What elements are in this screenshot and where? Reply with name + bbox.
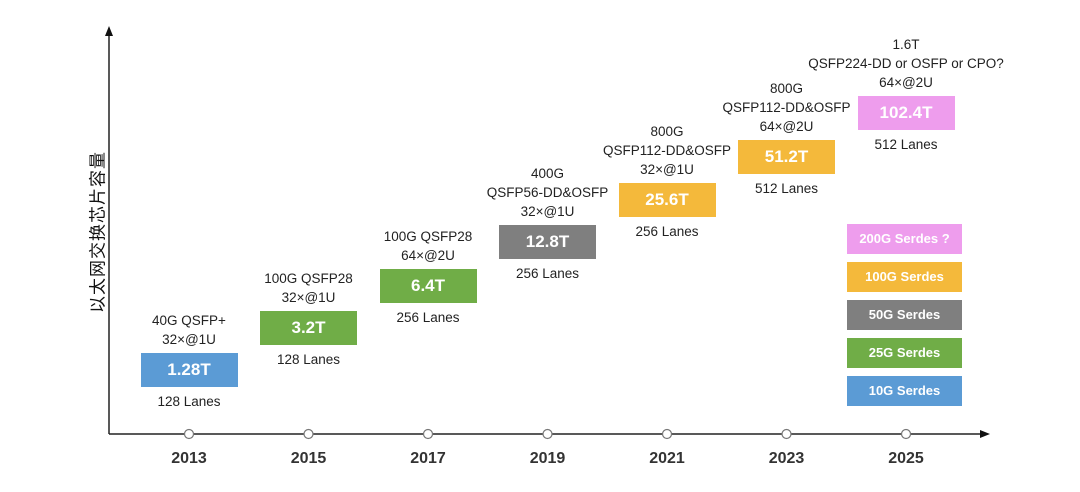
- port-spec-line: 64×@2U: [879, 75, 933, 90]
- lanes-label: 512 Lanes: [754, 181, 819, 196]
- capacity-box: 12.8T: [499, 225, 596, 259]
- x-tick-label: 2017: [410, 450, 446, 467]
- timeline-marker: [900, 428, 912, 440]
- port-spec: 800G QSFP112-DD&OSFP 32×@1U: [567, 122, 767, 179]
- legend-item: 100G Serdes: [847, 262, 962, 292]
- port-spec-line: 32×@1U: [520, 204, 575, 219]
- x-tick-label: 2015: [290, 450, 327, 467]
- timeline-marker: [781, 428, 792, 440]
- port-spec-line: 400G: [530, 166, 565, 181]
- timeline-marker: [661, 428, 673, 440]
- port-spec-line: 100G QSFP28: [264, 271, 353, 286]
- generation-2015: 100G QSFP28 32×@1U 3.2T 128 Lanes: [209, 269, 409, 367]
- port-spec-line: QSFP112-DD&OSFP: [602, 143, 732, 158]
- x-tick-label: 2023: [768, 450, 805, 467]
- port-spec: 1.6T QSFP224-DD or OSFP or CPO? 64×@2U: [806, 35, 1006, 92]
- port-spec: 400G QSFP56-DD&OSFP 32×@1U: [448, 164, 648, 221]
- port-spec-line: 100G QSFP28: [383, 229, 473, 244]
- capacity-box: 51.2T: [738, 140, 835, 174]
- port-spec-line: 64×@2U: [401, 248, 455, 263]
- capacity-box: 6.4T: [379, 269, 477, 303]
- generation-2025: 1.6T QSFP224-DD or OSFP or CPO? 64×@2U 102.…: [806, 35, 1006, 152]
- port-spec-line: QSFP224-DD or OSFP or CPO?: [808, 56, 1004, 71]
- capacity-box: 102.4T: [857, 96, 955, 130]
- legend-item: 50G Serdes: [847, 300, 962, 330]
- capacity-box: 3.2T: [260, 311, 357, 345]
- capacity-box: 1.28T: [140, 353, 238, 387]
- legend-item: 25G Serdes: [847, 338, 962, 368]
- port-spec-line: QSFP112-DD&OSFP: [722, 100, 851, 115]
- generation-2017: 100G QSFP28 64×@2U 6.4T 256 Lanes: [328, 227, 528, 325]
- generation-2013: 40G QSFP+ 32×@1U 1.28T 128 Lanes: [89, 311, 289, 409]
- x-axis-arrow-icon: [980, 430, 990, 438]
- port-spec-line: 800G: [769, 81, 804, 96]
- port-spec-line: 64×@2U: [759, 119, 814, 134]
- y-axis-label: 以太网交换芯片容量: [88, 151, 108, 313]
- legend-item: 200G Serdes ?: [847, 224, 962, 254]
- lanes-label: 256 Lanes: [515, 266, 580, 281]
- port-spec-line: 32×@1U: [281, 290, 336, 305]
- timeline-marker: [183, 428, 195, 440]
- lanes-label: 256 Lanes: [635, 224, 699, 239]
- capacity-box: 25.6T: [618, 183, 716, 217]
- timeline-marker: [303, 428, 314, 440]
- x-tick-label: 2025: [888, 450, 924, 467]
- lanes-label: 256 Lanes: [396, 310, 460, 325]
- x-tick-label: 2019: [529, 450, 566, 467]
- lanes-label: 128 Lanes: [157, 394, 221, 409]
- legend-item: 10G Serdes: [847, 376, 962, 406]
- port-spec: 100G QSFP28 32×@1U: [209, 269, 409, 307]
- timeline-marker: [542, 428, 553, 440]
- generation-2023: 800G QSFP112-DD&OSFP 64×@2U 51.2T 512 Lanes: [687, 79, 887, 196]
- port-spec-line: 800G: [650, 124, 684, 139]
- lanes-label: 128 Lanes: [276, 352, 341, 367]
- y-axis-arrow-icon: [105, 26, 113, 36]
- x-tick-label: 2013: [171, 450, 207, 467]
- port-spec-line: 40G QSFP+: [152, 313, 226, 328]
- port-spec-line: 32×@1U: [640, 162, 694, 177]
- port-spec: 800G QSFP112-DD&OSFP 64×@2U: [687, 79, 887, 136]
- x-tick-label: 2021: [649, 450, 685, 467]
- lanes-label: 512 Lanes: [874, 137, 938, 152]
- serdes-legend: 200G Serdes ? 100G Serdes 50G Serdes 25G Se…: [847, 224, 962, 414]
- port-spec-line: QSFP56-DD&OSFP: [486, 185, 609, 200]
- generation-2019: 400G QSFP56-DD&OSFP 32×@1U 12.8T 256 Lanes: [448, 164, 648, 281]
- generation-2021: 800G QSFP112-DD&OSFP 32×@1U 25.6T 256 Lanes: [567, 122, 767, 239]
- port-spec-line: 1.6T: [892, 37, 920, 52]
- port-spec: 40G QSFP+ 32×@1U: [89, 311, 289, 349]
- timeline-marker: [422, 428, 434, 440]
- port-spec-line: 32×@1U: [162, 332, 216, 347]
- port-spec: 100G QSFP28 64×@2U: [328, 227, 528, 265]
